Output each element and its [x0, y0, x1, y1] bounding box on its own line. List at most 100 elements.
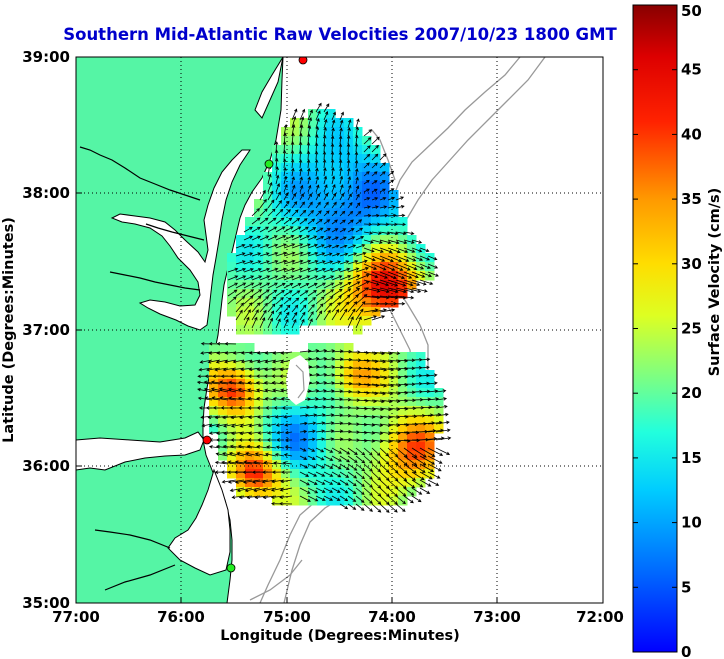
velocity-cell — [407, 379, 417, 389]
station-marker[interactable] — [226, 563, 236, 573]
velocity-cell — [254, 325, 264, 335]
velocity-arrow — [259, 244, 270, 249]
velocity-arrow — [347, 294, 359, 305]
velocity-cell — [416, 451, 426, 461]
velocity-cell — [353, 235, 363, 245]
velocity-arrow — [307, 267, 319, 273]
velocity-arrow — [315, 267, 327, 273]
velocity-cell — [317, 145, 327, 155]
velocity-arrow — [279, 501, 293, 506]
velocity-arrow — [307, 463, 317, 469]
velocity-cell — [371, 199, 381, 209]
velocity-arrow — [379, 279, 399, 287]
velocity-arrow — [322, 142, 327, 153]
velocity-cell — [272, 298, 282, 308]
velocity-cell — [380, 298, 390, 308]
velocity-arrow — [299, 487, 311, 494]
velocity-arrow — [371, 503, 382, 513]
velocity-arrow — [275, 251, 288, 257]
velocity-arrow — [314, 134, 319, 145]
velocity-arrow — [331, 288, 343, 297]
velocity-cell — [335, 253, 345, 263]
velocity-arrow — [315, 192, 320, 201]
velocity-cell — [398, 415, 408, 425]
station-marker[interactable] — [202, 435, 212, 445]
velocity-arrow — [331, 175, 336, 185]
velocity-arrow — [290, 150, 295, 161]
velocity-cell — [236, 253, 246, 263]
velocity-cell — [353, 181, 363, 191]
velocity-cell — [389, 397, 399, 407]
velocity-arrow — [299, 413, 309, 418]
velocity-arrow — [290, 158, 295, 169]
velocity-arrow — [203, 387, 221, 393]
velocity-arrow — [259, 217, 269, 225]
velocity-arrow — [339, 301, 350, 313]
velocity-arrow — [243, 275, 255, 281]
velocity-arrow — [272, 397, 285, 401]
velocity-arrow — [283, 234, 295, 241]
velocity-cell — [290, 433, 300, 443]
velocity-arrow — [379, 447, 390, 457]
velocity-cell — [254, 424, 264, 434]
velocity-cell — [263, 253, 273, 263]
velocity-cell — [263, 280, 273, 290]
station-marker[interactable] — [264, 159, 274, 169]
velocity-cell — [353, 172, 363, 182]
velocity-arrow — [347, 281, 361, 289]
velocity-arrow — [291, 290, 301, 297]
velocity-cell — [263, 415, 273, 425]
velocity-arrow — [379, 479, 390, 489]
velocity-arrow — [395, 295, 415, 300]
velocity-cell — [362, 172, 372, 182]
velocity-cell — [317, 109, 327, 119]
velocity-cell — [353, 217, 363, 227]
velocity-cell — [299, 442, 309, 452]
velocity-cell — [416, 352, 426, 362]
velocity-arrow — [427, 389, 439, 393]
velocity-cell — [344, 154, 354, 164]
velocity-arrow — [271, 487, 285, 492]
velocity-arrow — [363, 188, 370, 193]
colorbar-tick-label: 0 — [681, 643, 691, 659]
velocity-arrow — [254, 495, 269, 500]
velocity-arrow — [355, 193, 360, 201]
velocity-cell — [281, 460, 291, 470]
velocity-cell — [362, 235, 372, 245]
velocity-cell — [245, 271, 255, 281]
velocity-arrow — [395, 205, 405, 209]
velocity-arrow — [283, 318, 289, 329]
velocity-arrow — [291, 311, 298, 321]
velocity-arrow — [339, 365, 353, 370]
velocity-cell — [389, 217, 399, 227]
velocity-arrow — [259, 309, 267, 321]
velocity-cell — [308, 397, 318, 407]
velocity-arrow — [331, 260, 342, 265]
velocity-arrow — [256, 396, 269, 401]
velocity-arrow — [227, 460, 245, 465]
velocity-cell — [290, 118, 300, 128]
velocity-arrow — [227, 275, 239, 281]
velocity-arrow — [299, 209, 307, 217]
velocity-cell — [308, 127, 318, 137]
velocity-arrow — [246, 495, 261, 500]
velocity-arrow — [395, 487, 407, 497]
velocity-cell — [326, 478, 336, 488]
velocity-cell — [344, 190, 354, 200]
velocity-arrow — [228, 396, 245, 401]
station-marker[interactable] — [298, 56, 308, 65]
velocity-cell — [254, 415, 264, 425]
velocity-cell — [362, 190, 372, 200]
velocity-cell — [227, 280, 237, 290]
velocity-cell — [398, 469, 408, 479]
velocity-arrow — [251, 217, 261, 225]
velocity-arrow — [275, 235, 287, 241]
velocity-cell — [398, 478, 408, 488]
velocity-arrow — [411, 447, 427, 458]
velocity-cell — [389, 424, 399, 434]
velocity-cell — [218, 397, 228, 407]
velocity-arrow — [395, 255, 410, 262]
velocity-cell — [299, 397, 309, 407]
velocity-arrow — [331, 487, 341, 493]
velocity-arrow — [355, 287, 369, 297]
